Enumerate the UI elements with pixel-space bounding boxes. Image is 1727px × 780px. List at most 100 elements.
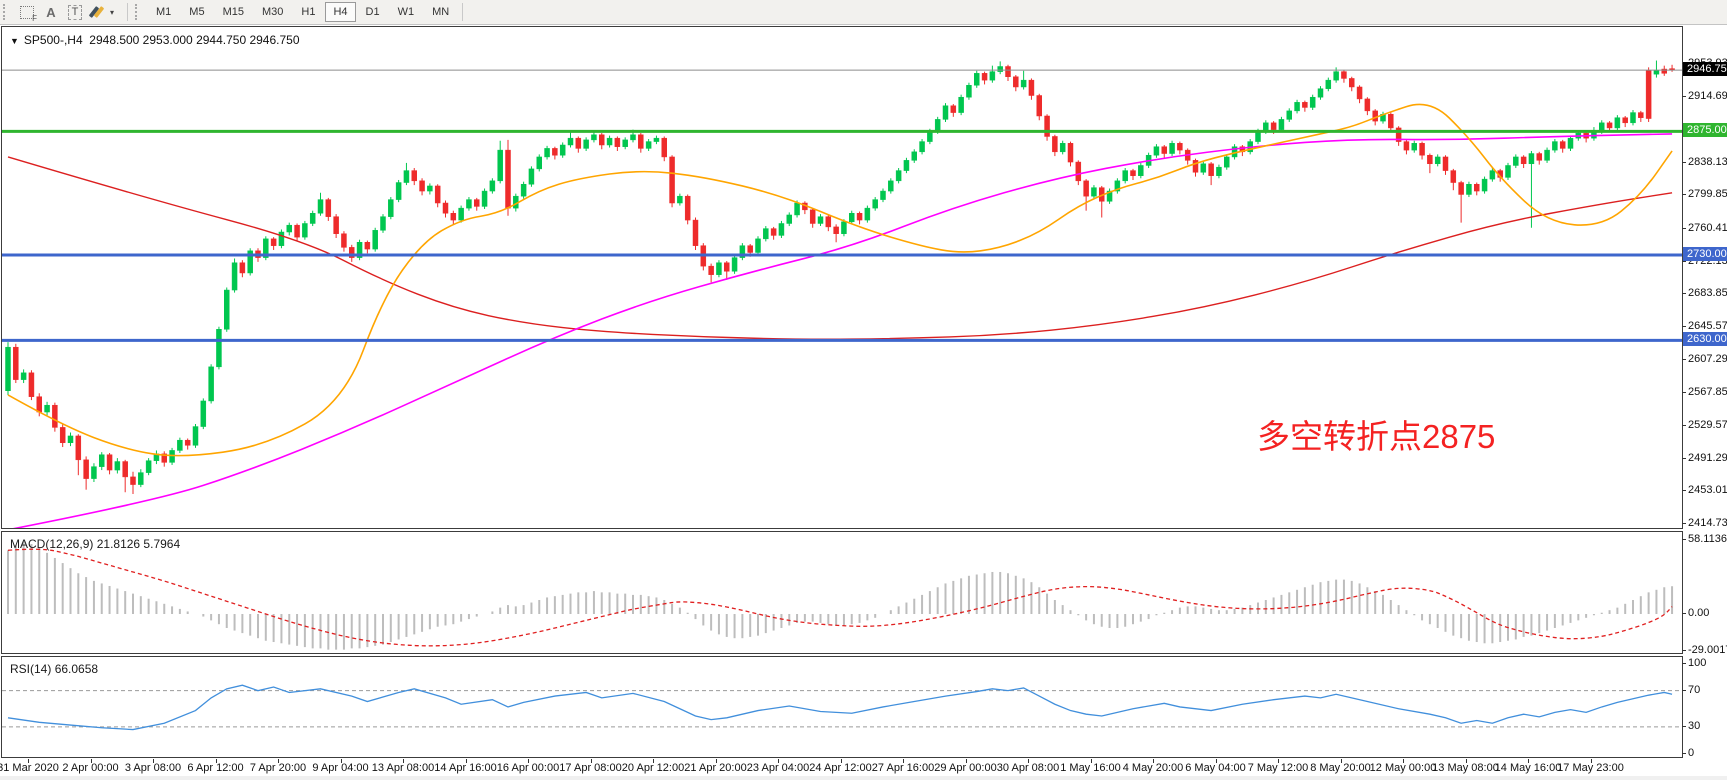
candle-body xyxy=(403,170,410,183)
candle-body xyxy=(427,185,433,192)
date-label: 2 Apr 00:00 xyxy=(62,762,119,774)
date-label: 30 Apr 08:00 xyxy=(996,762,1060,774)
candle-body xyxy=(395,182,402,200)
date-label: 6 Apr 12:00 xyxy=(187,762,244,774)
price-tick-tick xyxy=(1682,326,1686,328)
candle-body xyxy=(856,213,863,221)
window-bottom-edge xyxy=(0,776,1727,780)
date-axis[interactable]: 31 Mar 2020 2 Apr 00:00 3 Apr 08:00 6 Apr 1… xyxy=(0,759,1683,776)
candle-body xyxy=(1177,143,1183,151)
candle-body xyxy=(1302,102,1308,108)
font-a-icon[interactable]: A xyxy=(40,2,62,22)
text-t-icon-glyph: T xyxy=(67,4,83,20)
rsi-tick-tick xyxy=(1682,662,1686,664)
candle-body xyxy=(755,238,761,253)
timeframe-button-w1[interactable]: W1 xyxy=(397,6,415,18)
grid-f-icon-glyph: F xyxy=(20,5,37,23)
macd-chart[interactable] xyxy=(2,532,1682,653)
candle-body xyxy=(1434,156,1441,165)
candle-body xyxy=(583,139,589,149)
macd-tick-label: 58.1136 xyxy=(1688,532,1727,545)
price-chart-panel[interactable]: ▼ SP500-,H4 2948.500 2953.000 2944.750 29… xyxy=(1,26,1683,529)
price-tick-tick xyxy=(1682,161,1686,163)
candle-body xyxy=(591,134,597,141)
candle-body xyxy=(981,73,988,81)
candle-body xyxy=(1403,141,1410,151)
candle-body xyxy=(1067,143,1074,163)
price-tick-label: 2760.410 xyxy=(1688,222,1727,235)
candle-body xyxy=(880,190,886,200)
timeframe-button-mn[interactable]: MN xyxy=(432,6,450,18)
candle-body xyxy=(716,262,722,275)
date-label: 16 Apr 00:00 xyxy=(496,762,560,774)
level-price-box: 2875.000 xyxy=(1683,123,1727,138)
candle-body xyxy=(83,459,89,479)
date-label: 13 May 08:00 xyxy=(1432,762,1499,774)
candle-body xyxy=(1020,79,1027,88)
candle-body xyxy=(1536,153,1542,161)
candle-body xyxy=(192,426,199,446)
timeframe-button-h1[interactable]: H1 xyxy=(301,6,316,18)
candle-body xyxy=(1169,143,1175,154)
candle-body xyxy=(1372,110,1378,122)
candle-body xyxy=(1489,170,1496,180)
price-tick-label: 2645.570 xyxy=(1688,320,1727,333)
timeframe-button-m5[interactable]: M5 xyxy=(189,6,205,18)
candle-body xyxy=(731,257,738,272)
candle-body xyxy=(708,265,714,275)
candle-body xyxy=(263,238,269,258)
colors-icon[interactable]: ▾ xyxy=(88,2,122,22)
candle-body xyxy=(559,144,566,156)
candle-body xyxy=(106,454,113,471)
candle-body xyxy=(20,372,27,380)
candle-body xyxy=(442,202,449,214)
candle-body xyxy=(497,149,503,182)
candle-body xyxy=(809,209,816,224)
grid-f-icon[interactable]: F xyxy=(16,2,38,23)
candle-body xyxy=(692,219,699,246)
candle-body xyxy=(763,228,769,240)
toolbar-grip-2[interactable] xyxy=(135,4,143,20)
macd-panel[interactable]: MACD(12,26,9) 21.8126 5.7964 xyxy=(1,531,1683,654)
candle-body xyxy=(747,245,753,253)
candle-body xyxy=(5,346,11,391)
candle-body xyxy=(630,134,636,141)
candle-body xyxy=(1224,156,1230,168)
timeframe-button-m15[interactable]: M15 xyxy=(222,6,244,18)
price-axis[interactable]: 2953.9302914.6902838.1302799.8502760.410… xyxy=(1682,26,1727,759)
date-label: 12 May 00:00 xyxy=(1369,762,1437,774)
date-label: 7 May 12:00 xyxy=(1247,762,1309,774)
font-a-icon-glyph: A xyxy=(46,4,56,20)
date-label: 31 Mar 2020 xyxy=(0,762,59,774)
rsi-label: RSI(14) 66.0658 xyxy=(10,662,99,676)
rsi-chart[interactable] xyxy=(2,657,1682,757)
price-tick-label: 2529.570 xyxy=(1688,419,1727,432)
text-label-icon[interactable]: T xyxy=(64,2,86,22)
timeframe-button-d1[interactable]: D1 xyxy=(365,6,380,18)
candle-body xyxy=(895,170,902,182)
rsi-panel[interactable]: RSI(14) 66.0658 xyxy=(1,656,1683,758)
candle-body xyxy=(536,156,542,170)
candle-body xyxy=(1356,86,1363,100)
candle-body xyxy=(778,223,785,236)
candle-body xyxy=(950,105,957,113)
candlestick-chart[interactable] xyxy=(2,27,1682,528)
candle-body xyxy=(208,366,214,402)
candle-body xyxy=(825,216,832,228)
toolbar-grip[interactable] xyxy=(3,4,11,20)
chart-collapse-icon[interactable]: ▼ xyxy=(10,36,19,46)
date-label: 3 Apr 08:00 xyxy=(124,762,182,774)
timeframe-button-m30[interactable]: M30 xyxy=(261,6,284,18)
moving-average-magenta xyxy=(12,133,1673,528)
date-label: 7 Apr 20:00 xyxy=(249,762,307,774)
candle-body xyxy=(1333,71,1339,81)
candle-body xyxy=(622,139,628,147)
timeframe-button-m1[interactable]: M1 xyxy=(156,6,172,18)
candle-body xyxy=(606,137,613,146)
candle-body xyxy=(1130,170,1136,176)
date-tick xyxy=(1465,759,1467,763)
timeframe-button-h4[interactable]: H4 xyxy=(325,2,356,22)
candle-body xyxy=(770,228,777,236)
rsi-tick-tick xyxy=(1682,689,1686,691)
